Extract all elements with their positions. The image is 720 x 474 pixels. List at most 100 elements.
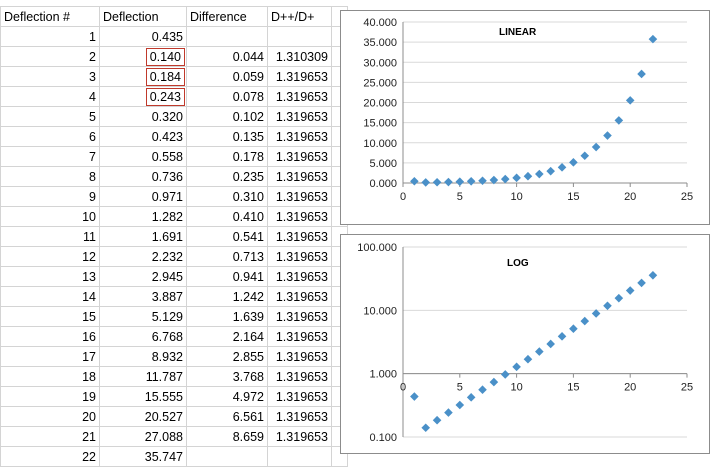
- ratio-cell[interactable]: 1.319653: [267, 106, 332, 127]
- deflection-number-cell[interactable]: 7: [0, 146, 100, 167]
- deflection-cell[interactable]: 0.423: [99, 126, 187, 147]
- ratio-cell[interactable]: 1.319653: [267, 266, 332, 287]
- deflection-cell[interactable]: 0.971: [99, 186, 187, 207]
- ratio-cell[interactable]: 1.319653: [267, 226, 332, 247]
- ratio-cell[interactable]: 1.319653: [267, 306, 332, 327]
- deflection-number-cell[interactable]: 8: [0, 166, 100, 187]
- ratio-cell[interactable]: [267, 26, 332, 47]
- ratio-cell[interactable]: 1.319653: [267, 146, 332, 167]
- ratio-cell[interactable]: 1.319653: [267, 346, 332, 367]
- column-header[interactable]: Difference: [186, 6, 268, 27]
- difference-cell[interactable]: 0.410: [186, 206, 268, 227]
- deflection-cell[interactable]: 0.558: [99, 146, 187, 167]
- ratio-cell[interactable]: 1.319653: [267, 126, 332, 147]
- ratio-cell[interactable]: 1.319653: [267, 386, 332, 407]
- ratio-cell[interactable]: 1.319653: [267, 186, 332, 207]
- difference-cell[interactable]: 0.541: [186, 226, 268, 247]
- ratio-cell[interactable]: 1.319653: [267, 326, 332, 347]
- difference-cell[interactable]: 0.235: [186, 166, 268, 187]
- deflection-cell[interactable]: 0.435: [99, 26, 187, 47]
- deflection-number-cell[interactable]: 5: [0, 106, 100, 127]
- deflection-number-cell[interactable]: 6: [0, 126, 100, 147]
- ratio-cell[interactable]: 1.319653: [267, 66, 332, 87]
- difference-cell[interactable]: 0.078: [186, 86, 268, 107]
- deflection-cell[interactable]: 2.945: [99, 266, 187, 287]
- ratio-cell[interactable]: [267, 446, 332, 467]
- difference-cell[interactable]: 0.941: [186, 266, 268, 287]
- log-chart[interactable]: 0.100 1.000 10.000 100.000 0 5 10 15 20 25 LOG: [340, 234, 710, 454]
- data-point: [523, 171, 533, 181]
- data-point: [625, 286, 635, 295]
- deflection-number-cell[interactable]: 4: [0, 86, 100, 107]
- ratio-cell[interactable]: 1.319653: [267, 426, 332, 447]
- ratio-cell[interactable]: 1.319653: [267, 406, 332, 427]
- ratio-cell[interactable]: 1.319653: [267, 286, 332, 307]
- deflection-number-cell[interactable]: 10: [0, 206, 100, 227]
- y-tick-label: 1.000: [369, 369, 397, 381]
- difference-cell[interactable]: 6.561: [186, 406, 268, 427]
- ratio-cell[interactable]: 1.319653: [267, 206, 332, 227]
- ratio-cell[interactable]: 1.310309: [267, 46, 332, 67]
- deflection-number-cell[interactable]: 18: [0, 366, 100, 387]
- deflection-number-cell[interactable]: 2: [0, 46, 100, 67]
- column-header[interactable]: D++/D+: [267, 6, 332, 27]
- difference-cell[interactable]: 0.713: [186, 246, 268, 267]
- deflection-cell[interactable]: 0.140: [99, 46, 187, 67]
- difference-cell[interactable]: 0.310: [186, 186, 268, 207]
- deflection-cell[interactable]: 15.555: [99, 386, 187, 407]
- deflection-number-cell[interactable]: 14: [0, 286, 100, 307]
- difference-cell[interactable]: 2.855: [186, 346, 268, 367]
- deflection-cell[interactable]: 3.887: [99, 286, 187, 307]
- data-point: [421, 178, 431, 187]
- difference-cell[interactable]: 0.059: [186, 66, 268, 87]
- ratio-cell[interactable]: 1.319653: [267, 246, 332, 267]
- difference-cell[interactable]: 3.768: [186, 366, 268, 387]
- difference-cell[interactable]: 0.178: [186, 146, 268, 167]
- deflection-cell[interactable]: 27.088: [99, 426, 187, 447]
- difference-cell[interactable]: 2.164: [186, 326, 268, 347]
- deflection-number-cell[interactable]: 1: [0, 26, 100, 47]
- linear-chart[interactable]: 0.000 5.000 10.000 15.000 20.000 25.000 30.000…: [340, 10, 710, 225]
- difference-cell[interactable]: [186, 26, 268, 47]
- ratio-cell[interactable]: 1.319653: [267, 86, 332, 107]
- x-tick-label: 0: [400, 382, 406, 394]
- deflection-number-cell[interactable]: 19: [0, 386, 100, 407]
- deflection-number-cell[interactable]: 16: [0, 326, 100, 347]
- difference-cell[interactable]: 0.102: [186, 106, 268, 127]
- column-header[interactable]: Deflection #: [0, 6, 100, 27]
- difference-cell[interactable]: 8.659: [186, 426, 268, 447]
- deflection-number-cell[interactable]: 21: [0, 426, 100, 447]
- deflection-cell[interactable]: 8.932: [99, 346, 187, 367]
- deflection-number-cell[interactable]: 20: [0, 406, 100, 427]
- deflection-number-cell[interactable]: 3: [0, 66, 100, 87]
- difference-cell[interactable]: 1.242: [186, 286, 268, 307]
- deflection-cell[interactable]: 35.747: [99, 446, 187, 467]
- difference-cell[interactable]: [186, 446, 268, 467]
- deflection-cell[interactable]: 2.232: [99, 246, 187, 267]
- difference-cell[interactable]: 1.639: [186, 306, 268, 327]
- difference-cell[interactable]: 0.044: [186, 46, 268, 67]
- deflection-number-cell[interactable]: 15: [0, 306, 100, 327]
- deflection-cell[interactable]: 20.527: [99, 406, 187, 427]
- deflection-cell[interactable]: 0.320: [99, 106, 187, 127]
- deflection-number-cell[interactable]: 12: [0, 246, 100, 267]
- difference-cell[interactable]: 4.972: [186, 386, 268, 407]
- deflection-cell[interactable]: 1.691: [99, 226, 187, 247]
- ratio-cell[interactable]: 1.319653: [267, 166, 332, 187]
- deflection-cell[interactable]: 5.129: [99, 306, 187, 327]
- deflection-cell[interactable]: 0.184: [99, 66, 187, 87]
- deflection-number-cell[interactable]: 17: [0, 346, 100, 367]
- deflection-number-cell[interactable]: 13: [0, 266, 100, 287]
- column-header[interactable]: Deflection: [99, 6, 187, 27]
- deflection-cell[interactable]: 0.736: [99, 166, 187, 187]
- deflection-cell[interactable]: 11.787: [99, 366, 187, 387]
- difference-cell[interactable]: 0.135: [186, 126, 268, 147]
- table-row: 20 20.527 6.561 1.319653: [0, 406, 348, 427]
- deflection-cell[interactable]: 6.768: [99, 326, 187, 347]
- deflection-cell[interactable]: 1.282: [99, 206, 187, 227]
- deflection-cell[interactable]: 0.243: [99, 86, 187, 107]
- deflection-number-cell[interactable]: 22: [0, 446, 100, 467]
- deflection-number-cell[interactable]: 9: [0, 186, 100, 207]
- deflection-number-cell[interactable]: 11: [0, 226, 100, 247]
- ratio-cell[interactable]: 1.319653: [267, 366, 332, 387]
